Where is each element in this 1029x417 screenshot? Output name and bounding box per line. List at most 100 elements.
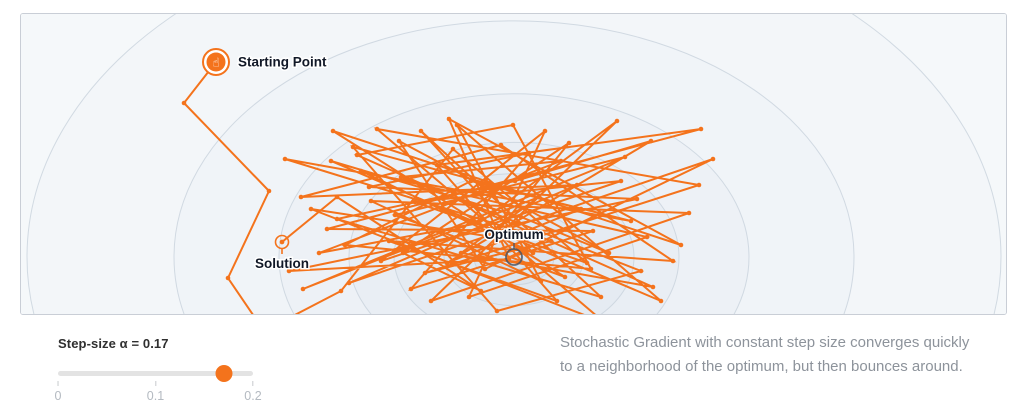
path-vertex-dot [408,286,414,292]
path-vertex-dot [658,298,664,304]
path-vertex-dot [378,258,384,264]
path-vertex-dot [650,284,656,290]
path-vertex-dot [400,250,406,256]
path-vertex-dot [298,194,304,200]
tick-mark [154,381,156,386]
path-vertex-dot [628,218,634,224]
path-vertex-dot [510,122,516,128]
path-vertex-dot [648,138,654,144]
path-vertex-dot [698,126,704,132]
tick-mark [57,381,59,386]
path-vertex-dot [606,250,612,256]
slider-handle[interactable] [215,365,233,382]
path-vertex-dot [490,234,496,240]
path-vertex-dot [584,260,590,266]
path-vertex-dot [324,226,330,232]
path-vertex-dot [354,152,360,158]
path-vertex-dot [308,206,314,212]
path-vertex-dot [444,260,450,266]
path-vertex-dot [368,198,374,204]
path-vertex-dot [342,242,348,248]
path-vertex-dot [468,178,474,184]
path-vertex-dot [350,144,356,150]
path-vertex-dot [316,250,322,256]
path-vertex-dot [458,250,464,256]
path-vertex-dot [558,158,564,164]
path-vertex-dot [446,116,452,122]
path-vertex-dot [476,220,482,226]
path-vertex-dot [530,250,536,256]
path-vertex-dot [548,238,554,244]
slider-label: Step-size α = 0.17 [58,336,169,351]
loss-contour-plot: Optimum Solution ☝ Starting Point [20,13,1007,315]
path-vertex-dot [588,266,594,272]
path-vertex-dot [566,140,572,146]
path-vertex-dot [338,288,344,294]
path-vertex-dot [225,275,231,281]
tick-label: 0 [54,389,62,403]
path-vertex-dot [374,126,380,132]
path-vertex-dot [418,128,424,134]
sgd-plot-svg: Optimum Solution ☝ Starting Point [21,14,1006,314]
path-vertex-dot [454,122,460,128]
path-vertex-dot [562,274,568,280]
optimum-marker [505,248,523,266]
caption-text: Stochastic Gradient with constant step s… [560,334,970,375]
path-vertex-dot [578,206,584,212]
path-vertex-dot [526,150,532,156]
solution-marker [274,234,290,250]
path-vertex-dot [590,228,596,234]
path-vertex-dot [428,298,434,304]
path-vertex-dot [494,308,500,314]
path-vertex-dot [644,234,650,240]
path-vertex-dot [542,128,548,134]
path-vertex-dot [286,268,292,274]
path-vertex-dot [358,168,364,174]
slider-tick: 0 [54,381,62,403]
path-vertex-dot [266,188,272,194]
path-vertex-dot [710,156,716,162]
path-vertex-dot [554,298,560,304]
tick-label: 0.1 [146,389,165,403]
path-vertex-dot [392,212,398,218]
path-vertex-dot [334,194,340,200]
path-vertex-dot [386,238,392,244]
path-vertex-dot [482,266,488,272]
path-vertex-dot [536,194,542,200]
path-vertex-dot [686,210,692,216]
path-vertex-dot [412,199,418,205]
path-vertex-dot [300,286,306,292]
path-vertex-dot [506,256,512,262]
path-vertex-dot [518,214,524,220]
path-vertex-dot [466,294,472,300]
slider-tick: 0.1 [147,381,164,403]
path-vertex-dot [696,182,702,188]
path-vertex-dot [538,278,544,284]
path-vertex-dot [598,294,604,300]
tick-label: 0.2 [244,389,262,403]
path-vertex-dot [181,100,187,106]
step-size-slider: Step-size α = 0.17 0 0.1 0.2 [54,336,262,417]
tick-mark [252,381,254,386]
starting-point-disc [206,52,226,72]
path-vertex-dot [678,242,684,248]
path-vertex-dot [334,216,340,222]
path-vertex-dot [422,270,428,276]
path-vertex-dot [634,196,640,202]
path-vertex-dot [574,182,580,188]
path-vertex-dot [328,158,334,164]
path-vertex-dot [366,184,372,190]
slider-tick: 0.2 [244,381,262,403]
path-vertex-dot [614,118,620,124]
path-vertex-dot [498,142,504,148]
path-vertex-dot [398,174,404,180]
path-vertex-dot [638,268,644,274]
slider-area: 0 0.1 0.2 [54,357,262,417]
starting-point-label: Starting Point [238,55,327,70]
path-vertex-dot [396,138,402,144]
starting-point-marker[interactable]: ☝ [202,48,230,76]
path-vertex-dot [346,280,352,286]
path-vertex-dot [282,156,288,162]
slider-track[interactable] [58,371,253,376]
slider-ticks: 0 0.1 0.2 [54,381,262,415]
